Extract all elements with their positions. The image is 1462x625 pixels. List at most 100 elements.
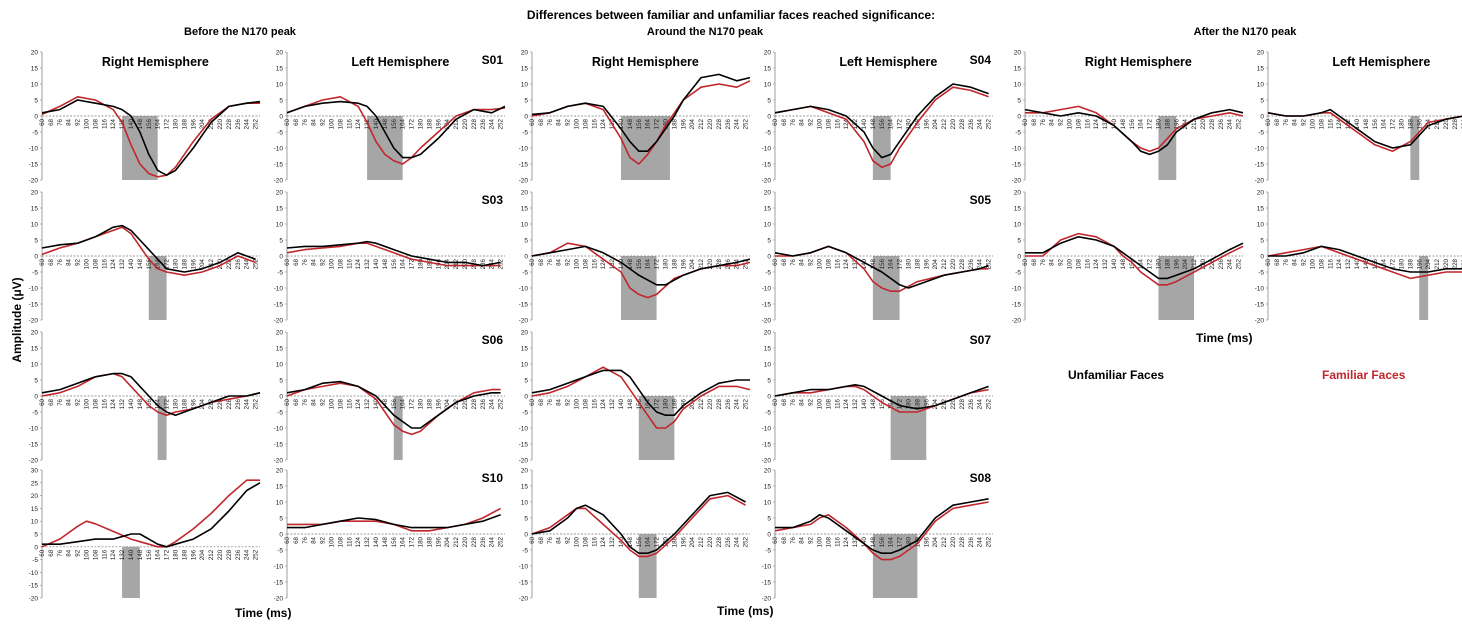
x-tick-label: 156: [636, 258, 643, 269]
series-familiar-line: [41, 372, 261, 416]
x-tick-label: 244: [1227, 258, 1234, 269]
series-unfamiliar-line: [41, 372, 261, 416]
x-tick-label: 164: [1138, 118, 1145, 129]
x-tick-label: 156: [879, 118, 886, 129]
x-tick-label: 212: [208, 549, 215, 560]
x-tick-label: 140: [128, 549, 135, 560]
x-tick-label: 212: [208, 118, 215, 129]
y-tick-label: 20: [521, 50, 529, 57]
x-tick-label: 68: [48, 549, 55, 556]
x-tick-label: 108: [825, 118, 832, 129]
x-tick-label: 228: [716, 118, 723, 129]
x-tick-label: 124: [600, 536, 607, 547]
x-tick-label: 164: [400, 258, 407, 269]
y-tick-label: 15: [31, 506, 39, 513]
x-tick-label: 244: [977, 118, 984, 129]
x-tick-label: 140: [618, 258, 625, 269]
x-tick-label: 204: [689, 258, 696, 269]
x-tick-label: 180: [417, 118, 424, 129]
y-tick-label: -10: [519, 146, 529, 153]
y-tick-label: 15: [764, 484, 772, 491]
x-tick-label: 100: [1066, 258, 1073, 269]
series-unfamiliar-line: [286, 100, 506, 159]
x-tick-label: 252: [253, 398, 260, 409]
x-tick-label: 116: [1327, 258, 1334, 268]
x-tick-label: 156: [146, 398, 153, 409]
panel-s03-left: 20 15 10 5 0 -5 -10 -15 -20 60 68 76 84 92 100 108 116 12…: [274, 190, 505, 325]
significance-window: [620, 116, 670, 180]
y-tick-label: 15: [521, 484, 529, 491]
significance-window: [157, 396, 167, 460]
x-tick-label: 76: [302, 258, 309, 265]
x-tick-label: 76: [302, 118, 309, 125]
y-tick-label: -20: [762, 596, 772, 603]
x-tick-label: 188: [671, 118, 678, 129]
y-tick-label: 10: [1257, 82, 1265, 89]
y-tick-label: -15: [29, 302, 39, 309]
x-tick-label: 172: [409, 118, 416, 129]
y-tick-label: 0: [279, 394, 283, 401]
y-tick-label: 10: [276, 500, 284, 507]
x-tick-label: 220: [462, 258, 469, 269]
series-familiar-line: [287, 507, 501, 532]
y-tick-label: 15: [521, 66, 529, 73]
panel-s05-left: 20 15 10 5 0 -5 -10 -15 -20 60 68 76 84 92 100 108 116 12…: [762, 190, 993, 325]
x-tick-label: 92: [565, 536, 572, 543]
y-tick-label: 0: [524, 254, 528, 261]
x-tick-label: 108: [825, 258, 832, 269]
y-tick-label: -10: [274, 564, 284, 571]
x-tick-label: 236: [1218, 258, 1225, 269]
y-tick-label: 20: [764, 330, 772, 337]
x-tick-label: 76: [1040, 258, 1047, 265]
x-tick-label: 124: [600, 118, 607, 129]
x-tick-label: 116: [591, 398, 598, 408]
y-tick-label: 25: [31, 480, 39, 487]
x-tick-label: 76: [1040, 118, 1047, 125]
x-tick-label: 132: [852, 258, 859, 269]
x-tick-label: 92: [1058, 258, 1065, 265]
x-tick-label: 180: [172, 118, 179, 129]
x-tick-label: 76: [1283, 258, 1290, 265]
significance-window: [148, 256, 167, 320]
x-tick-label: 244: [734, 258, 741, 269]
x-tick-label: 196: [923, 258, 930, 269]
x-tick-label: 220: [462, 536, 469, 547]
x-tick-label: 60: [529, 398, 536, 405]
x-tick-label: 148: [1363, 258, 1370, 269]
x-tick-label: 196: [435, 118, 442, 129]
x-tick-label: 92: [808, 118, 815, 125]
series-familiar-line: [774, 501, 989, 561]
x-tick-label: 92: [320, 118, 327, 125]
x-tick-label: 252: [743, 118, 750, 129]
x-tick-label: 84: [311, 118, 318, 125]
x-tick-label: 204: [199, 118, 206, 129]
x-tick-label: 244: [734, 398, 741, 409]
y-tick-label: 10: [31, 222, 39, 229]
x-tick-label: 60: [39, 398, 46, 405]
x-tick-label: 148: [627, 398, 634, 409]
x-tick-label: 108: [337, 398, 344, 409]
y-tick-label: -10: [762, 286, 772, 293]
x-tick-label: 100: [573, 536, 580, 547]
x-tick-label: 156: [1372, 258, 1379, 269]
x-tick-label: 116: [834, 398, 841, 408]
significance-window: [1419, 256, 1429, 320]
panel-s08-left: 20 15 10 5 0 -5 -10 -15 -20 60 68 76 84 92 100 108 116 12…: [762, 468, 993, 603]
x-tick-label: 116: [101, 549, 108, 559]
y-tick-label: -10: [29, 286, 39, 293]
y-tick-label: 5: [279, 238, 283, 245]
y-tick-label: 5: [1260, 98, 1264, 105]
y-tick-label: 20: [764, 190, 772, 197]
x-tick-label: 76: [57, 258, 64, 265]
y-tick-label: 0: [767, 532, 771, 539]
x-tick-label: 164: [888, 398, 895, 409]
y-tick-label: 0: [1017, 254, 1021, 261]
panel-s09-right: 20 15 10 5 0 -5 -10 -15 -20 60 68 76 84 92 100 108 116 12…: [1012, 190, 1244, 325]
x-tick-label: 156: [391, 118, 398, 129]
x-tick-label: 140: [861, 258, 868, 269]
y-tick-label: -10: [519, 426, 529, 433]
x-tick-label: 196: [435, 536, 442, 547]
x-tick-label: 164: [400, 536, 407, 547]
x-tick-label: 84: [311, 536, 318, 543]
x-tick-label: 220: [1200, 118, 1207, 129]
